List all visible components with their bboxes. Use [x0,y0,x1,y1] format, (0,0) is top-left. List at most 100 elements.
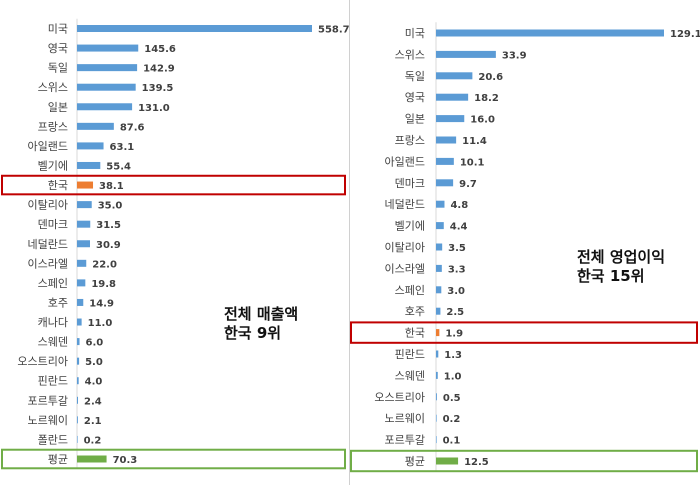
revenue-annotation-line2: 한국 9위 [224,324,282,342]
operating-profit-bar [436,179,454,187]
operating-profit-bar [436,350,439,358]
operating-profit-bar [436,436,437,444]
revenue-value-label: 11.0 [88,318,113,329]
operating-profit-value-label: 0.1 [443,436,461,447]
operating-profit-category-label: 한국 [405,327,425,340]
revenue-category-label: 영국 [48,42,68,55]
revenue-category-label: 스위스 [38,81,68,94]
operating-profit-value-label: 12.5 [464,457,489,468]
operating-profit-chart-panel: 미국 129.1 스위스 33.9 독일 20.6 영국 18.2 일본 16.0 프랑스 11.4 아… [349,0,700,485]
operating-profit-value-label: 129.1 [670,29,700,40]
revenue-bar [77,240,90,248]
revenue-bar [77,435,78,443]
operating-profit-value-label: 1.3 [444,350,462,361]
operating-profit-category-label: 평균 [405,455,425,468]
operating-profit-value-label: 3.0 [447,286,465,297]
operating-profit-category-label: 스페인 [395,284,425,297]
operating-profit-value-label: 0.5 [443,393,461,404]
revenue-category-label: 노르웨이 [28,414,68,427]
revenue-category-label: 일본 [48,100,68,114]
operating-profit-bar [436,200,445,208]
revenue-bar [77,377,79,385]
revenue-annotation-line1: 전체 매출액 [224,305,299,323]
revenue-value-label: 142.9 [143,64,175,75]
operating-profit-bar [436,115,465,123]
operating-profit-bar [436,222,444,230]
revenue-category-label: 스웨덴 [38,336,68,349]
revenue-bar [77,298,84,306]
operating-profit-category-label: 네덜란드 [385,198,425,211]
operating-profit-value-label: 9.7 [459,179,477,190]
revenue-category-label: 호주 [48,296,68,309]
operating-profit-bar [436,157,454,165]
revenue-category-label: 포르투갈 [28,393,68,407]
operating-profit-value-label: 2.5 [446,307,464,318]
operating-profit-value-label: 0.2 [443,414,461,425]
operating-profit-value-label: 16.0 [470,115,495,126]
revenue-category-label: 평균 [48,453,68,466]
revenue-category-label: 캐나다 [38,316,68,329]
operating-profit-category-label: 스웨덴 [395,369,425,382]
revenue-value-label: 30.9 [96,240,121,251]
operating-profit-annotation: 전체 영업이익 한국 15위 [577,248,665,286]
revenue-category-label: 오스트리아 [17,355,68,368]
operating-profit-bar [436,93,469,101]
revenue-category-label: 한국 [48,179,68,192]
revenue-value-label: 0.2 [84,435,102,446]
revenue-highlight-box [1,174,346,196]
operating-profit-bar [436,329,440,337]
revenue-bar [77,220,91,228]
operating-profit-value-label: 10.1 [460,157,485,168]
revenue-bar [77,455,107,463]
operating-profit-value-label: 11.4 [462,136,487,147]
revenue-chart-panel: 미국 558.7 영국 145.6 독일 142.9 스위스 139.5 일본 131.0 프랑스 8… [0,0,349,485]
revenue-annotation: 전체 매출액 한국 9위 [224,305,298,343]
operating-profit-category-label: 이탈리아 [385,241,425,254]
revenue-value-label: 35.0 [98,201,123,212]
operating-profit-category-label: 아일랜드 [385,154,425,168]
operating-profit-value-label: 1.0 [444,371,462,382]
revenue-bar [77,416,78,424]
operating-profit-category-label: 포르투갈 [385,433,425,447]
revenue-bar [77,259,87,267]
operating-profit-bar [436,264,442,272]
operating-profit-bar [436,371,438,379]
operating-profit-category-label: 프랑스 [395,134,425,147]
operating-profit-category-label: 미국 [405,27,425,40]
operating-profit-value-label: 20.6 [478,72,503,83]
revenue-bar [77,25,312,32]
revenue-value-label: 22.0 [92,259,117,270]
operating-profit-value-label: 18.2 [474,93,499,104]
revenue-bar [77,83,136,91]
revenue-value-label: 2.1 [84,416,102,427]
operating-profit-category-label: 독일 [405,69,425,83]
operating-profit-category-label: 일본 [405,112,425,126]
operating-profit-category-label: 이스라엘 [385,262,425,275]
operating-profit-annotation-line1: 전체 영업이익 [577,248,666,266]
operating-profit-category-label: 핀란드 [395,348,425,361]
revenue-value-label: 2.4 [84,396,102,407]
revenue-bar [77,396,79,404]
operating-profit-category-label: 덴마크 [395,177,425,190]
revenue-value-label: 145.6 [144,44,176,55]
operating-profit-category-label: 스위스 [395,48,425,61]
operating-profit-value-label: 1.9 [445,329,463,340]
revenue-value-label: 4.0 [85,377,103,388]
revenue-bar [77,201,92,209]
operating-profit-bar [436,457,459,465]
revenue-value-label: 558.7 [318,25,349,36]
operating-profit-bar [436,29,664,37]
operating-profit-category-label: 노르웨이 [385,412,425,425]
operating-profit-bar [436,307,441,315]
revenue-bar-chart: 미국 558.7 영국 145.6 독일 142.9 스위스 139.5 일본 131.0 프랑스 8… [1,18,349,470]
revenue-category-label: 스페인 [38,277,68,290]
operating-profit-bar [436,414,437,422]
operating-profit-bar [436,243,443,251]
revenue-category-label: 폴란드 [38,433,68,446]
operating-profit-value-label: 3.3 [448,264,466,275]
revenue-bar [77,181,94,189]
revenue-category-label: 덴마크 [38,218,68,231]
operating-profit-bar [436,136,457,144]
revenue-bar [77,357,80,365]
operating-profit-value-label: 3.5 [448,243,466,254]
